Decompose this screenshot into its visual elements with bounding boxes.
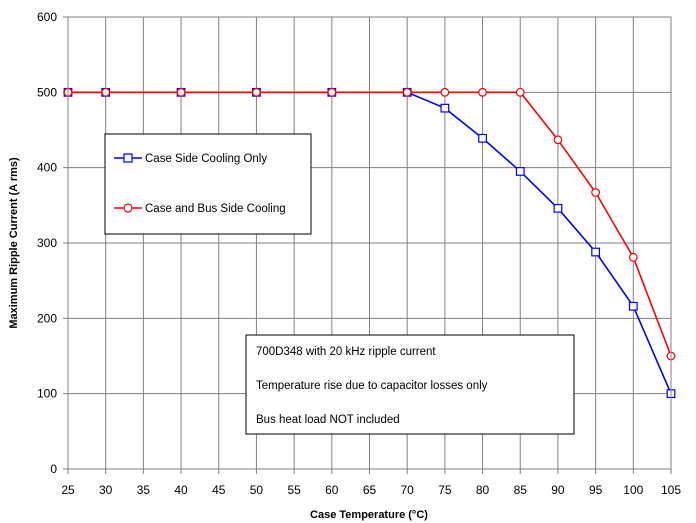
x-tick-label: 35 bbox=[137, 483, 151, 497]
annotation-line-3: Bus heat load NOT included bbox=[256, 414, 400, 426]
legend-label-case-bus: Case and Bus Side Cooling bbox=[145, 203, 286, 215]
y-tick-label: 0 bbox=[50, 462, 57, 476]
data-point bbox=[402, 87, 412, 97]
x-tick-label: 40 bbox=[174, 483, 188, 497]
legend-marker-square bbox=[123, 153, 133, 163]
data-point bbox=[553, 203, 563, 213]
data-point bbox=[628, 301, 638, 311]
x-tick-label: 60 bbox=[325, 483, 339, 497]
data-point bbox=[591, 247, 601, 257]
x-tick-label: 95 bbox=[589, 483, 603, 497]
x-tick-label: 25 bbox=[61, 483, 75, 497]
x-tick-label: 75 bbox=[438, 483, 452, 497]
x-axis-title: Case Temperature (°C) bbox=[310, 509, 428, 521]
data-point bbox=[628, 252, 638, 262]
annotation-box bbox=[245, 334, 575, 435]
legend-label-case-side: Case Side Cooling Only bbox=[145, 153, 267, 165]
y-tick-label: 500 bbox=[37, 85, 57, 99]
legend: Case Side Cooling Only Case and Bus Side… bbox=[104, 133, 312, 235]
annotation-line-2: Temperature rise due to capacitor losses… bbox=[256, 380, 488, 392]
x-tick-label: 45 bbox=[212, 483, 226, 497]
y-tick-label: 600 bbox=[37, 10, 57, 24]
x-tick-label: 65 bbox=[363, 483, 377, 497]
data-point bbox=[440, 87, 450, 97]
y-tick-label: 200 bbox=[37, 311, 57, 325]
annotation: 700D348 with 20 kHz ripple current Tempe… bbox=[245, 334, 575, 435]
x-tick-label: 70 bbox=[401, 483, 415, 497]
data-point bbox=[440, 103, 450, 113]
x-tick-label: 30 bbox=[99, 483, 113, 497]
annotation-line-1: 700D348 with 20 kHz ripple current bbox=[256, 346, 436, 358]
x-tick-label: 50 bbox=[250, 483, 264, 497]
data-point bbox=[591, 188, 601, 197]
x-tick-label: 80 bbox=[476, 483, 490, 497]
data-point bbox=[252, 87, 261, 97]
data-point bbox=[515, 167, 525, 176]
x-tick-label: 90 bbox=[551, 483, 565, 497]
y-tick-label: 300 bbox=[37, 236, 57, 250]
series-1 bbox=[63, 87, 676, 361]
data-point bbox=[101, 87, 111, 97]
x-tick-label: 55 bbox=[287, 483, 301, 497]
legend-box bbox=[104, 133, 312, 235]
legend-marker-circle bbox=[123, 203, 133, 213]
x-tick-label: 105 bbox=[661, 483, 681, 497]
tick-labels: 25 30 35 40 45 50 55 60 65 70 75 80 85 90 95 100 105 0 100… bbox=[37, 10, 681, 497]
y-axis-title: Maximum Ripple Current (A rms) bbox=[8, 157, 20, 329]
data-point bbox=[553, 135, 563, 145]
plot-border bbox=[67, 16, 672, 470]
data-point bbox=[176, 87, 186, 97]
data-point bbox=[478, 87, 487, 97]
y-tick-label: 100 bbox=[37, 387, 57, 401]
data-point bbox=[515, 87, 525, 97]
x-tick-label: 100 bbox=[623, 483, 643, 497]
data-point bbox=[327, 87, 337, 97]
series-layer bbox=[63, 87, 676, 399]
x-tick-label: 85 bbox=[514, 483, 528, 497]
data-point bbox=[478, 133, 487, 143]
y-tick-label: 400 bbox=[37, 161, 57, 175]
